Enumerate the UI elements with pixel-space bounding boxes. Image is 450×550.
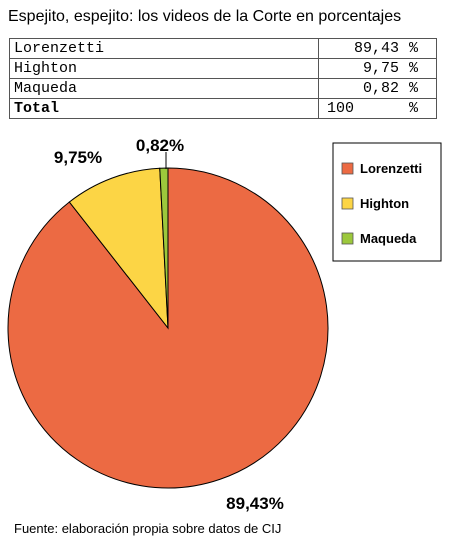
row-name: Maqueda bbox=[9, 78, 319, 99]
table-row-total: Total 100% bbox=[9, 98, 437, 119]
table-row: Highton 9,75% bbox=[9, 58, 437, 79]
row-unit: % bbox=[409, 40, 419, 57]
data-label-lorenzetti: 89,43% bbox=[226, 494, 284, 513]
row-unit: % bbox=[409, 60, 419, 77]
data-label-highton: 9,75% bbox=[54, 148, 102, 167]
row-value-cell: 0,82% bbox=[318, 78, 437, 99]
pie-slices bbox=[7, 167, 329, 489]
source-note: Fuente: elaboración propia sobre datos d… bbox=[14, 521, 282, 536]
legend-label-lorenzetti: Lorenzetti bbox=[360, 161, 422, 176]
slice-highton bbox=[68, 167, 169, 330]
row-unit: % bbox=[409, 80, 419, 97]
legend-label-maqueda: Maqueda bbox=[360, 231, 417, 246]
legend: Lorenzetti Highton Maqueda bbox=[332, 142, 442, 262]
chart-title: Espejito, espejito: los videos de la Cor… bbox=[8, 8, 402, 25]
row-value: 0,82 bbox=[362, 80, 399, 97]
row-value: 100 bbox=[327, 100, 355, 117]
data-label-maqueda: 0,82% bbox=[136, 136, 184, 155]
row-name: Highton bbox=[9, 58, 319, 79]
legend-swatch-lorenzetti bbox=[341, 162, 354, 175]
row-value: 89,43 bbox=[353, 40, 399, 57]
percentage-table: Lorenzetti 89,43% Highton 9,75% Maqueda … bbox=[9, 38, 437, 119]
table-row: Maqueda 0,82% bbox=[9, 78, 437, 99]
table-row: Lorenzetti 89,43% bbox=[9, 38, 437, 59]
legend-swatch-maqueda bbox=[341, 232, 354, 245]
row-value-cell: 100% bbox=[318, 98, 437, 119]
legend-label-highton: Highton bbox=[360, 196, 409, 211]
row-value-cell: 89,43% bbox=[318, 38, 437, 59]
pie-chart: 89,43% 9,75% 0,82% Lorenzetti Highton Ma… bbox=[7, 136, 442, 513]
row-unit: % bbox=[409, 100, 419, 117]
legend-swatch-highton bbox=[341, 197, 354, 210]
row-name: Total bbox=[9, 98, 319, 119]
row-name: Lorenzetti bbox=[9, 38, 319, 59]
row-value-cell: 9,75% bbox=[318, 58, 437, 79]
slice-maqueda bbox=[159, 167, 169, 329]
row-value: 9,75 bbox=[362, 60, 399, 77]
